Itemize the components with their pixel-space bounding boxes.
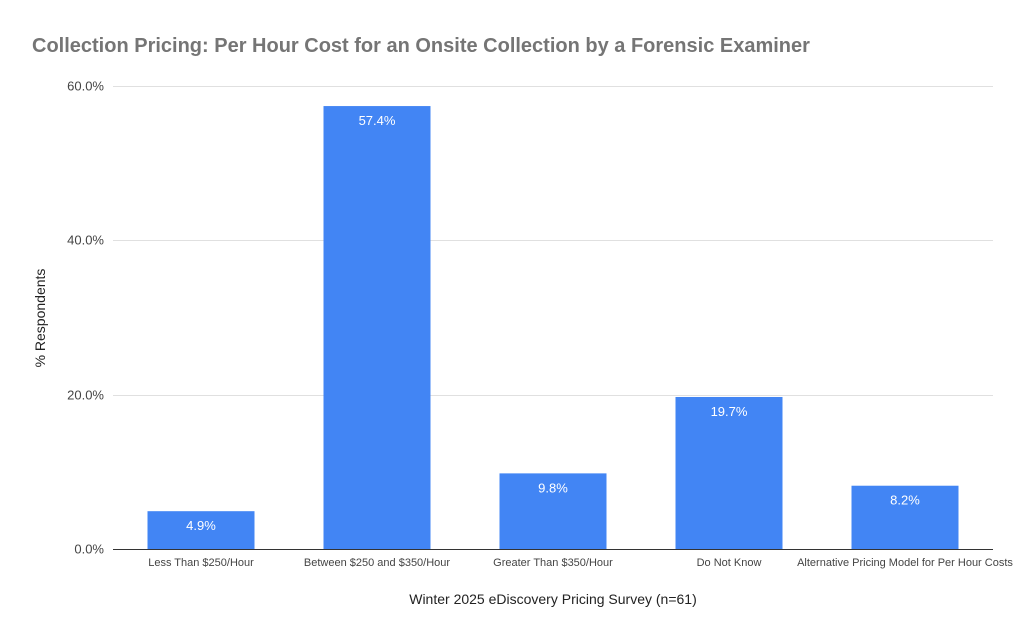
category-label: Greater Than $350/Hour [493,557,613,569]
category-label: Less Than $250/Hour [148,557,254,569]
data-label: 19.7% [711,404,748,419]
y-tick-label: 60.0% [67,79,104,94]
bar [851,485,959,549]
y-tick-label: 40.0% [67,233,104,248]
y-axis-ticks: 0.0% 20.0% 40.0% 60.0% [67,79,104,557]
category-label: Alternative Pricing Model for Per Hour C… [797,557,1013,569]
chart-title: Collection Pricing: Per Hour Cost for an… [32,35,810,57]
category-label: Between $250 and $350/Hour [304,557,451,569]
bar [323,106,431,550]
category-label: Do Not Know [697,557,762,569]
bar [147,511,255,549]
x-axis-title: Winter 2025 eDiscovery Pricing Survey (n… [409,591,697,607]
data-labels: 4.9% 57.4% 9.8% 19.7% 8.2% [186,113,920,533]
x-axis-categories: Less Than $250/Hour Between $250 and $350… [148,557,1013,569]
gridlines [113,86,993,396]
y-tick-label: 20.0% [67,388,104,403]
bar [675,396,783,549]
bars [147,106,959,550]
data-label: 4.9% [186,518,216,533]
data-label: 9.8% [538,480,568,495]
bar [499,473,607,549]
y-axis-title: % Respondents [32,269,48,368]
y-tick-label: 0.0% [74,542,104,557]
data-label: 57.4% [359,113,396,128]
data-label: 8.2% [890,493,920,508]
